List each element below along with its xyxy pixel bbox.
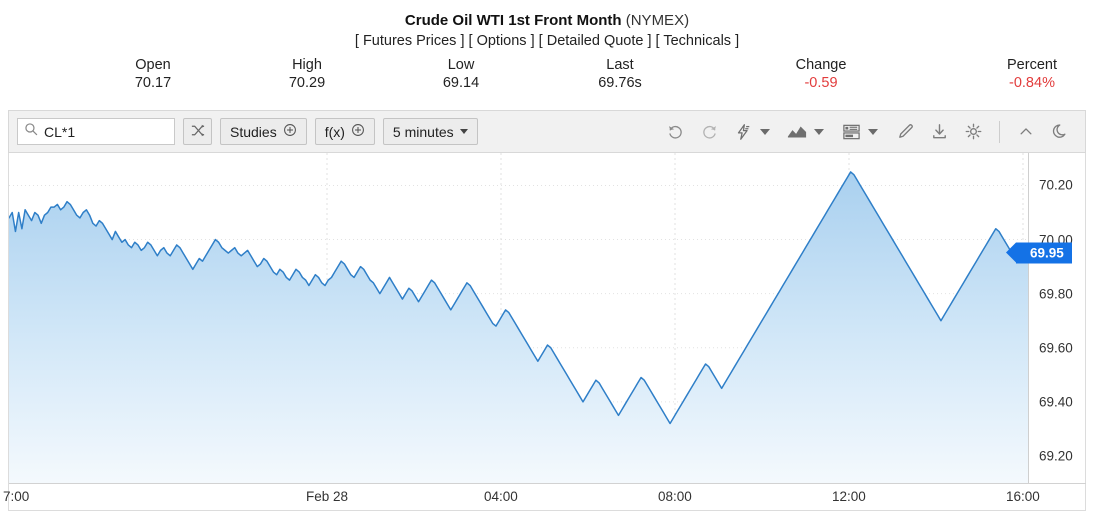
y-axis-tick: 69.40: [1039, 394, 1073, 410]
x-axis-tick: 04:00: [484, 489, 518, 504]
x-axis-tick: Feb 28: [306, 489, 349, 504]
toolbar-right-group: [660, 118, 1085, 146]
quick-link-label[interactable]: Technicals: [663, 33, 732, 49]
symbol-name: Crude Oil WTI 1st Front Month: [404, 12, 622, 29]
page-title: Crude Oil WTI 1st Front Month (NYMEX): [0, 11, 1094, 30]
undo-icon[interactable]: [660, 118, 690, 146]
toolbar-left-group: CL*1 Studies f: [9, 118, 478, 145]
plus-circle-icon: [283, 123, 297, 140]
bracket-close: ]: [643, 33, 652, 49]
chevron-down-icon: [760, 128, 770, 135]
quick-link-4[interactable]: [ Technicals ]: [656, 33, 740, 49]
lightning-dropdown[interactable]: [728, 118, 776, 146]
chart-toolbar: CL*1 Studies f: [8, 110, 1086, 153]
quote-high-value: 70.29: [288, 75, 326, 91]
quick-link-label[interactable]: Options: [476, 33, 527, 49]
y-axis-tick: 69.80: [1039, 286, 1073, 302]
plus-circle-icon: [351, 123, 365, 140]
bracket-open: [: [538, 33, 547, 49]
quote-low-value: 69.14: [442, 75, 480, 91]
price-area-chart: [9, 153, 1028, 483]
search-input[interactable]: CL*1: [17, 118, 175, 145]
chevron-up-icon[interactable]: [1011, 118, 1041, 146]
fx-button[interactable]: f(x): [314, 118, 375, 145]
interval-dropdown[interactable]: 5 minutes: [382, 118, 478, 145]
y-axis-tick: 69.60: [1039, 340, 1073, 356]
quote-open-label: Open: [135, 57, 171, 73]
x-axis-tick: 7:00: [3, 489, 30, 504]
quote-high-label: High: [292, 57, 322, 73]
download-icon[interactable]: [924, 118, 954, 146]
x-axis-tick: 12:00: [832, 489, 866, 504]
fx-label: f(x): [324, 123, 345, 140]
bracket-close: ]: [456, 33, 465, 49]
quote-low: Low 69.14: [381, 56, 541, 93]
quick-link-2[interactable]: [ Options ]: [469, 33, 535, 49]
pencil-icon[interactable]: [890, 118, 920, 146]
quote-change: Change -0.59: [741, 56, 901, 93]
x-axis[interactable]: 7:00 Feb 28 04:00 08:00 12:00 16:00: [3, 483, 1086, 511]
price-area-fill: [9, 171, 1028, 483]
quote-change-label: Change: [795, 57, 847, 73]
quote-open-value: 70.17: [134, 75, 172, 91]
interval-label: 5 minutes: [392, 123, 454, 140]
quick-link-label[interactable]: Detailed Quote: [546, 33, 644, 49]
chart-plot-area[interactable]: [9, 153, 1028, 483]
y-axis-tick: 70.20: [1039, 177, 1073, 193]
bracket-open: [: [655, 33, 664, 49]
lightning-icon: [728, 118, 758, 146]
quote-open: Open 70.17: [73, 56, 233, 93]
y-axis-tick: 69.20: [1039, 448, 1073, 464]
search-icon: [24, 122, 38, 141]
bracket-close: ]: [526, 33, 535, 49]
exchange-name: (NYMEX): [625, 12, 690, 29]
quick-link-label[interactable]: Futures Prices: [362, 33, 457, 49]
quote-last-value: 69.76s: [598, 75, 642, 91]
area-chart-icon: [782, 118, 812, 146]
toolbar-divider: [999, 120, 1000, 143]
chevron-down-icon: [814, 128, 824, 135]
layout-dropdown[interactable]: [836, 118, 884, 146]
bracket-open: [: [468, 33, 477, 49]
chart-container[interactable]: 70.20 70.00 69.80 69.60 69.40 69.20 69.95 7:0…: [3, 153, 1087, 511]
quote-low-label: Low: [447, 57, 475, 73]
layout-icon: [836, 118, 866, 146]
bracket-close: ]: [731, 33, 740, 49]
quote-high: High 70.29: [227, 56, 387, 93]
quick-links: [ Futures Prices ] [ Options ] [ Detaile…: [0, 31, 1094, 52]
quote-last-label: Last: [606, 57, 634, 73]
x-axis-tick: 16:00: [1006, 489, 1040, 504]
quote-last: Last 69.76s: [540, 56, 700, 93]
chevron-down-icon: [459, 129, 468, 134]
moon-icon[interactable]: [1045, 118, 1075, 146]
quote-percent-label: Percent: [1007, 57, 1057, 73]
gear-icon[interactable]: [958, 118, 988, 146]
chart-type-dropdown[interactable]: [782, 118, 830, 146]
redo-icon[interactable]: [694, 118, 724, 146]
y-axis[interactable]: 70.20 70.00 69.80 69.60 69.40 69.20: [1028, 153, 1087, 483]
quote-change-value: -0.59: [804, 75, 838, 91]
price-line: [9, 171, 1028, 425]
quick-link-3[interactable]: [ Detailed Quote ]: [539, 33, 652, 49]
quick-link-1[interactable]: [ Futures Prices ]: [355, 33, 465, 49]
studies-label: Studies: [230, 123, 277, 140]
bracket-open: [: [354, 33, 363, 49]
shuffle-compare-icon: [190, 123, 205, 141]
compare-symbol-button[interactable]: [183, 118, 212, 145]
chevron-down-icon: [868, 128, 878, 135]
quote-header: Crude Oil WTI 1st Front Month (NYMEX) [ …: [0, 0, 1094, 52]
search-input-value: CL*1: [44, 123, 76, 140]
studies-button[interactable]: Studies: [220, 118, 307, 145]
current-price-tag: 69.95: [1006, 242, 1072, 264]
quote-strip: Open 70.17 High 70.29 Low 69.14 Last 69.…: [0, 56, 1094, 100]
quote-percent: Percent -0.84%: [952, 56, 1094, 93]
x-axis-tick: 08:00: [658, 489, 692, 504]
quote-percent-value: -0.84%: [1009, 75, 1055, 91]
